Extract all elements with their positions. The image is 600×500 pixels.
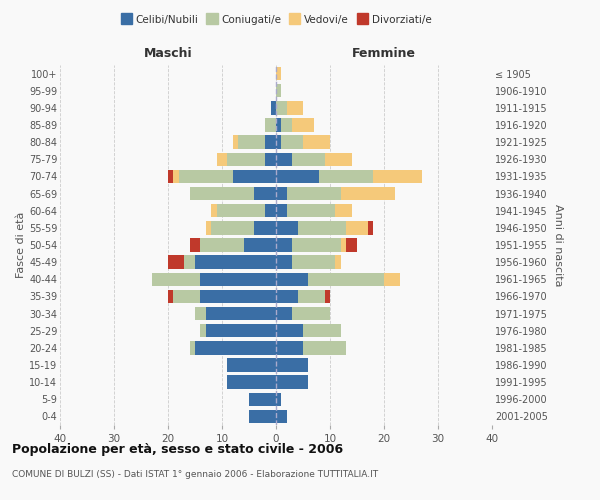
Bar <box>287 204 335 218</box>
Bar <box>373 170 422 183</box>
Bar <box>152 272 200 286</box>
Text: COMUNE DI BULZI (SS) - Dati ISTAT 1° gennaio 2006 - Elaborazione TUTTITALIA.IT: COMUNE DI BULZI (SS) - Dati ISTAT 1° gen… <box>12 470 378 479</box>
Bar <box>265 152 276 166</box>
Bar <box>254 221 276 234</box>
Bar <box>190 238 200 252</box>
Bar <box>168 256 184 269</box>
Bar <box>276 136 281 149</box>
Bar <box>254 187 276 200</box>
Bar <box>265 136 276 149</box>
Bar <box>233 136 238 149</box>
Bar <box>227 358 276 372</box>
Bar <box>276 341 303 354</box>
Bar <box>200 324 206 338</box>
Bar <box>276 256 292 269</box>
Bar <box>276 392 281 406</box>
Bar <box>227 152 265 166</box>
Bar <box>227 376 276 389</box>
Bar <box>308 272 384 286</box>
Bar <box>206 221 211 234</box>
Bar <box>276 84 281 98</box>
Bar <box>200 238 244 252</box>
Y-axis label: Fasce di età: Fasce di età <box>16 212 26 278</box>
Y-axis label: Anni di nascita: Anni di nascita <box>553 204 563 286</box>
Bar <box>217 152 227 166</box>
Bar <box>276 307 292 320</box>
Bar <box>233 170 276 183</box>
Bar <box>200 272 276 286</box>
Bar <box>173 170 179 183</box>
Bar <box>341 238 346 252</box>
Bar <box>184 256 195 269</box>
Bar <box>335 204 352 218</box>
Bar <box>217 204 265 218</box>
Bar <box>325 290 330 303</box>
Bar <box>287 187 341 200</box>
Text: Femmine: Femmine <box>352 47 416 60</box>
Bar <box>206 324 276 338</box>
Bar <box>190 187 254 200</box>
Bar <box>195 256 276 269</box>
Bar <box>244 238 276 252</box>
Bar <box>276 152 292 166</box>
Bar <box>287 101 303 114</box>
Bar <box>173 290 200 303</box>
Bar <box>276 204 287 218</box>
Bar <box>292 238 341 252</box>
Bar <box>195 341 276 354</box>
Text: Maschi: Maschi <box>143 47 193 60</box>
Bar <box>292 256 335 269</box>
Text: Popolazione per età, sesso e stato civile - 2006: Popolazione per età, sesso e stato civil… <box>12 442 343 456</box>
Bar <box>211 204 217 218</box>
Bar <box>238 136 265 149</box>
Bar <box>168 170 173 183</box>
Bar <box>276 290 298 303</box>
Bar <box>292 152 325 166</box>
Bar <box>265 118 276 132</box>
Bar <box>276 272 308 286</box>
Bar <box>276 118 281 132</box>
Bar <box>276 358 308 372</box>
Bar <box>276 170 319 183</box>
Bar <box>276 101 287 114</box>
Bar <box>319 170 373 183</box>
Bar <box>303 136 330 149</box>
Bar <box>281 118 292 132</box>
Bar <box>206 307 276 320</box>
Bar <box>276 238 292 252</box>
Bar <box>179 170 233 183</box>
Bar <box>292 118 314 132</box>
Bar <box>298 290 325 303</box>
Bar <box>190 341 195 354</box>
Bar <box>281 136 303 149</box>
Bar <box>303 324 341 338</box>
Bar <box>368 221 373 234</box>
Bar <box>346 221 368 234</box>
Bar <box>298 221 346 234</box>
Bar <box>346 238 357 252</box>
Bar <box>168 290 173 303</box>
Bar <box>200 290 276 303</box>
Bar <box>276 221 298 234</box>
Bar <box>276 187 287 200</box>
Bar <box>265 204 276 218</box>
Bar <box>384 272 400 286</box>
Bar <box>292 307 330 320</box>
Bar <box>276 67 281 80</box>
Bar <box>276 376 308 389</box>
Bar <box>195 307 206 320</box>
Bar <box>303 341 346 354</box>
Bar <box>325 152 352 166</box>
Bar <box>276 324 303 338</box>
Bar <box>276 410 287 423</box>
Bar <box>335 256 341 269</box>
Bar <box>249 392 276 406</box>
Bar <box>211 221 254 234</box>
Bar <box>249 410 276 423</box>
Bar <box>341 187 395 200</box>
Legend: Celibi/Nubili, Coniugati/e, Vedovi/e, Divorziati/e: Celibi/Nubili, Coniugati/e, Vedovi/e, Di… <box>116 10 436 29</box>
Bar <box>271 101 276 114</box>
